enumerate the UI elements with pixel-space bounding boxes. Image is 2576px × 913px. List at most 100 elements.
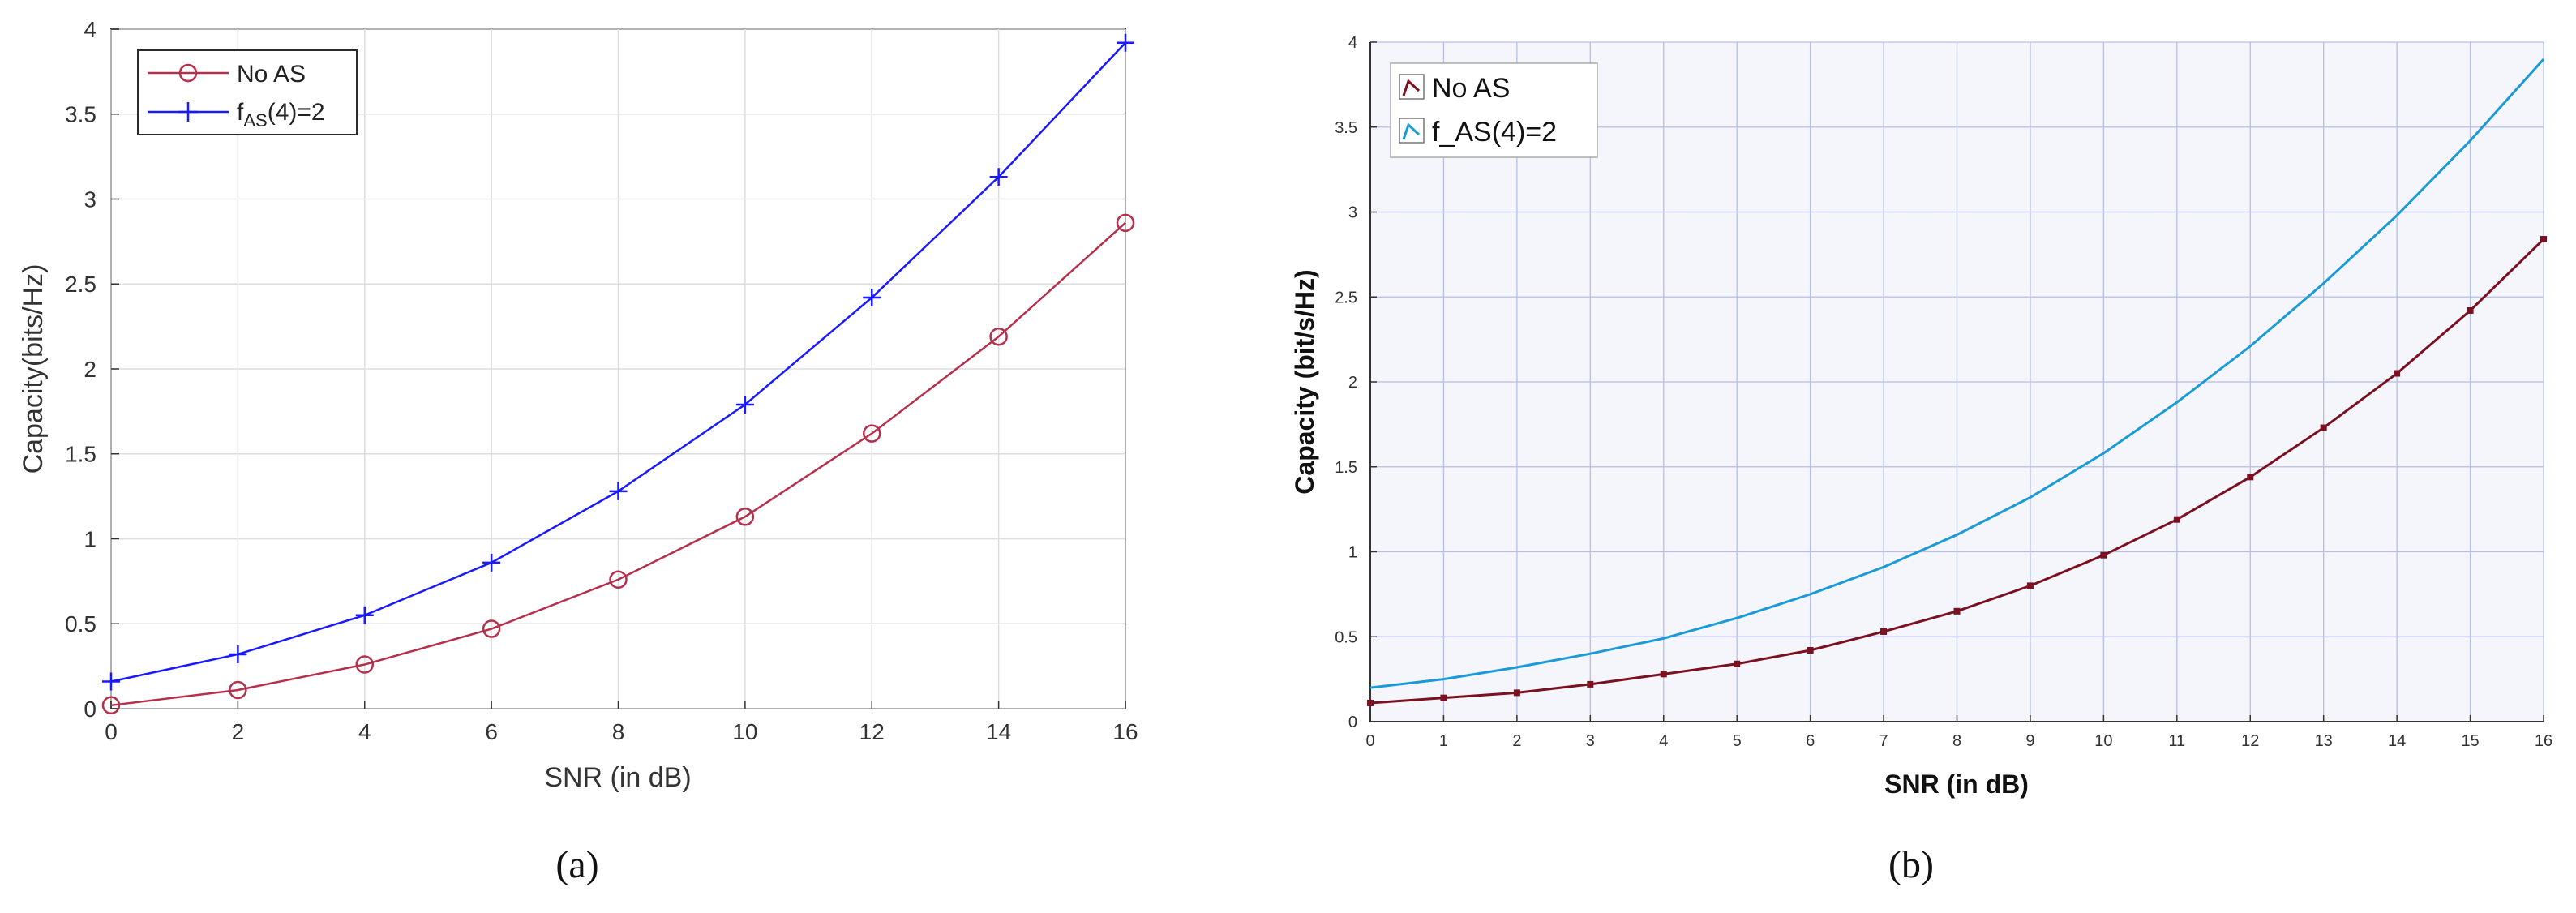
x-tick-label: 2 <box>232 719 245 744</box>
data-point <box>2320 424 2327 431</box>
panel-a-series <box>101 33 1135 715</box>
x-tick-label: 0 <box>105 719 118 744</box>
panel-a-y-axis-label: Capacity(bits/Hz) <box>18 264 49 474</box>
panel-b-x-axis-label: SNR (in dB) <box>1884 769 2029 799</box>
x-tick-label: 14 <box>2388 732 2406 750</box>
x-tick-label: 9 <box>2025 732 2034 750</box>
x-tick-label: 12 <box>2241 732 2259 750</box>
x-tick-label: 6 <box>1806 732 1815 750</box>
data-point <box>1734 660 1741 667</box>
y-tick-label: 2.5 <box>1335 289 1357 306</box>
x-tick-label: 5 <box>1733 732 1742 750</box>
legend-b-no-as-icon <box>1402 79 1421 96</box>
data-point <box>1587 680 1594 688</box>
x-tick-label: 4 <box>1659 732 1668 750</box>
data-point <box>735 508 755 526</box>
panel-a-legend-box <box>137 49 358 135</box>
data-point <box>2467 307 2474 315</box>
y-tick-label: 1.5 <box>65 442 96 467</box>
y-tick-label: 4 <box>1348 34 1357 52</box>
panel-a-x-axis-label: SNR (in dB) <box>544 762 691 793</box>
data-point <box>2247 474 2254 481</box>
data-point <box>482 619 501 638</box>
x-tick-label: 6 <box>485 719 498 744</box>
y-tick-label: 4 <box>84 17 96 42</box>
panel-b-legend-box <box>1390 62 1598 158</box>
x-tick-label: 0 <box>1365 732 1374 750</box>
y-tick-label: 0.5 <box>1335 628 1357 646</box>
y-tick-label: 0.5 <box>65 611 96 637</box>
x-tick-label: 7 <box>1879 732 1888 750</box>
panel-b-x-ticks: 0 1 2 3 4 5 6 7 8 9 10 11 12 13 14 15 16 <box>1365 715 2552 750</box>
legend-no-as-label: No AS <box>237 61 306 88</box>
x-tick-label: 16 <box>1112 719 1138 744</box>
data-point <box>101 696 121 715</box>
data-point <box>2394 370 2401 377</box>
data-point <box>355 655 374 674</box>
x-tick-label: 2 <box>1512 732 1521 750</box>
panel-b-chart: 0 1 2 3 4 5 6 7 8 9 10 11 12 13 14 15 16 00.511.522.533.… <box>1290 34 2552 886</box>
panel-b-legend: No AS f_AS(4)=2 <box>1390 62 1598 158</box>
data-point <box>1117 33 1134 52</box>
data-point <box>2173 516 2180 523</box>
data-point <box>229 645 247 663</box>
legend-b-no-as-label: No AS <box>1432 73 1510 104</box>
x-tick-label: 13 <box>2315 732 2333 750</box>
x-tick-label: 10 <box>732 719 757 744</box>
data-point <box>2540 236 2547 243</box>
legend-fas-label: fAS(4)=2 <box>237 99 325 131</box>
x-tick-label: 8 <box>1952 732 1961 750</box>
data-point <box>863 289 881 307</box>
x-tick-label: 4 <box>358 719 371 744</box>
x-tick-label: 1 <box>1439 732 1448 750</box>
data-point <box>1660 671 1667 678</box>
series-line-1 <box>1369 58 2545 689</box>
y-tick-label: 1 <box>1348 544 1357 562</box>
panel-b-y-axis-label: Capacity (bit/s/Hz) <box>1290 269 1319 494</box>
data-point <box>1953 607 1961 615</box>
x-tick-label: 16 <box>2535 732 2552 750</box>
x-tick-label: 10 <box>2094 732 2112 750</box>
panel-a-chart: 0 2 4 6 8 10 12 14 16 0 0.5 1 1.5 2 2.5 3 3.5 4 SNR (in … <box>18 17 1138 886</box>
y-tick-label: 3.5 <box>65 102 96 127</box>
x-tick-label: 14 <box>986 719 1011 744</box>
y-tick-label: 0 <box>1348 714 1357 731</box>
y-tick-label: 3 <box>1348 204 1357 222</box>
y-tick-label: 2 <box>1348 374 1357 392</box>
x-tick-label: 8 <box>612 719 625 744</box>
panel-a-legend: No AS fAS(4)=2 <box>137 49 358 135</box>
data-point <box>989 168 1008 186</box>
x-tick-label: 11 <box>2168 732 2185 750</box>
data-point <box>609 570 628 589</box>
panel-b-series <box>1367 58 2547 706</box>
x-tick-label: 15 <box>2461 732 2479 750</box>
y-tick-label: 0 <box>84 697 96 722</box>
data-point <box>2100 551 2107 559</box>
legend-b-fas-icon <box>1402 122 1421 140</box>
data-point <box>1116 213 1135 233</box>
data-point <box>2026 582 2034 589</box>
data-point <box>102 672 120 691</box>
panel-a-caption: (a) <box>555 843 598 886</box>
data-point <box>229 680 247 700</box>
legend-no-as-marker <box>178 63 198 83</box>
legend-b-fas-label: f_AS(4)=2 <box>1432 117 1557 148</box>
y-tick-label: 2.5 <box>65 272 96 297</box>
y-tick-label: 1 <box>84 526 96 551</box>
x-tick-label: 12 <box>859 719 885 744</box>
y-tick-label: 1.5 <box>1335 459 1357 477</box>
data-point <box>1880 628 1888 635</box>
data-point <box>735 395 754 414</box>
series-line-0 <box>110 221 1126 707</box>
panel-b-caption: (b) <box>1888 843 1934 886</box>
y-tick-label: 3 <box>84 186 96 212</box>
data-point <box>609 482 628 500</box>
data-point <box>1367 699 1374 706</box>
y-tick-label: 2 <box>84 357 96 382</box>
legend-fas-marker <box>178 102 198 122</box>
x-tick-label: 3 <box>1586 732 1595 750</box>
data-point <box>482 553 501 572</box>
y-tick-label: 3.5 <box>1335 119 1357 137</box>
data-point <box>1513 689 1520 697</box>
